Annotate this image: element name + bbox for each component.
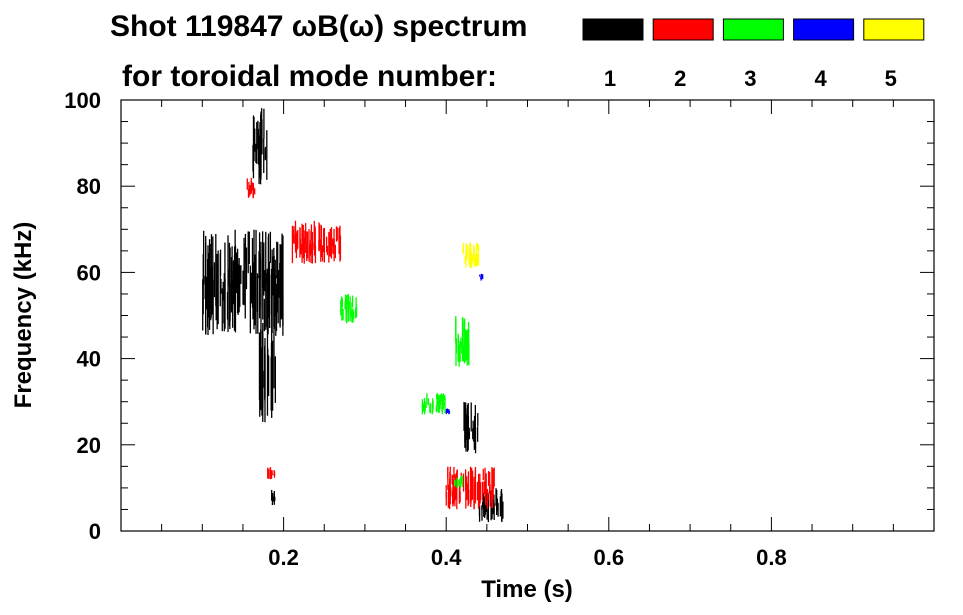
x-tick-label: 0.2 (268, 545, 299, 570)
x-axis-title: Time (s) (481, 576, 573, 603)
series-mode-4 (445, 273, 484, 415)
chart-title: Shot 119847 ωB(ω) spectrum (110, 10, 527, 43)
y-axis-title: Frequency (kHz) (10, 222, 37, 409)
x-tick-label: 0.4 (431, 545, 462, 570)
x-tick-label: 0.6 (594, 545, 625, 570)
legend-label-mode-2: 2 (674, 66, 686, 91)
x-axis: 0.2 0.4 0.6 0.8 (161, 100, 894, 570)
series-mode-5 (462, 242, 480, 268)
legend-swatch-mode-1 (582, 18, 644, 41)
series-mode-1 (202, 108, 504, 523)
legend-label-mode-4: 4 (814, 66, 827, 91)
legend-swatch-mode-4 (793, 18, 855, 41)
y-tick-label: 20 (77, 433, 101, 458)
y-tick-label: 100 (64, 88, 101, 113)
x-tick-label: 0.8 (756, 545, 787, 570)
series-mode-2 (246, 177, 495, 510)
series-mode-3 (340, 294, 470, 488)
spectral-data (202, 108, 504, 523)
plot-frame (120, 99, 935, 532)
legend-swatch-mode-5 (863, 18, 925, 41)
chart-subtitle: for toroidal mode number: (122, 60, 497, 93)
y-axis: 0 20 40 60 80 100 (64, 88, 934, 544)
legend: 1 2 3 4 5 (582, 18, 925, 91)
y-tick-label: 40 (77, 347, 101, 372)
legend-swatch-mode-2 (652, 18, 714, 41)
legend-label-mode-5: 5 (885, 66, 897, 91)
y-tick-label: 0 (89, 519, 101, 544)
y-tick-label: 60 (77, 260, 101, 285)
y-tick-label: 80 (77, 174, 101, 199)
legend-label-mode-3: 3 (744, 66, 756, 91)
legend-swatch-mode-3 (722, 18, 784, 41)
legend-label-mode-1: 1 (604, 66, 616, 91)
